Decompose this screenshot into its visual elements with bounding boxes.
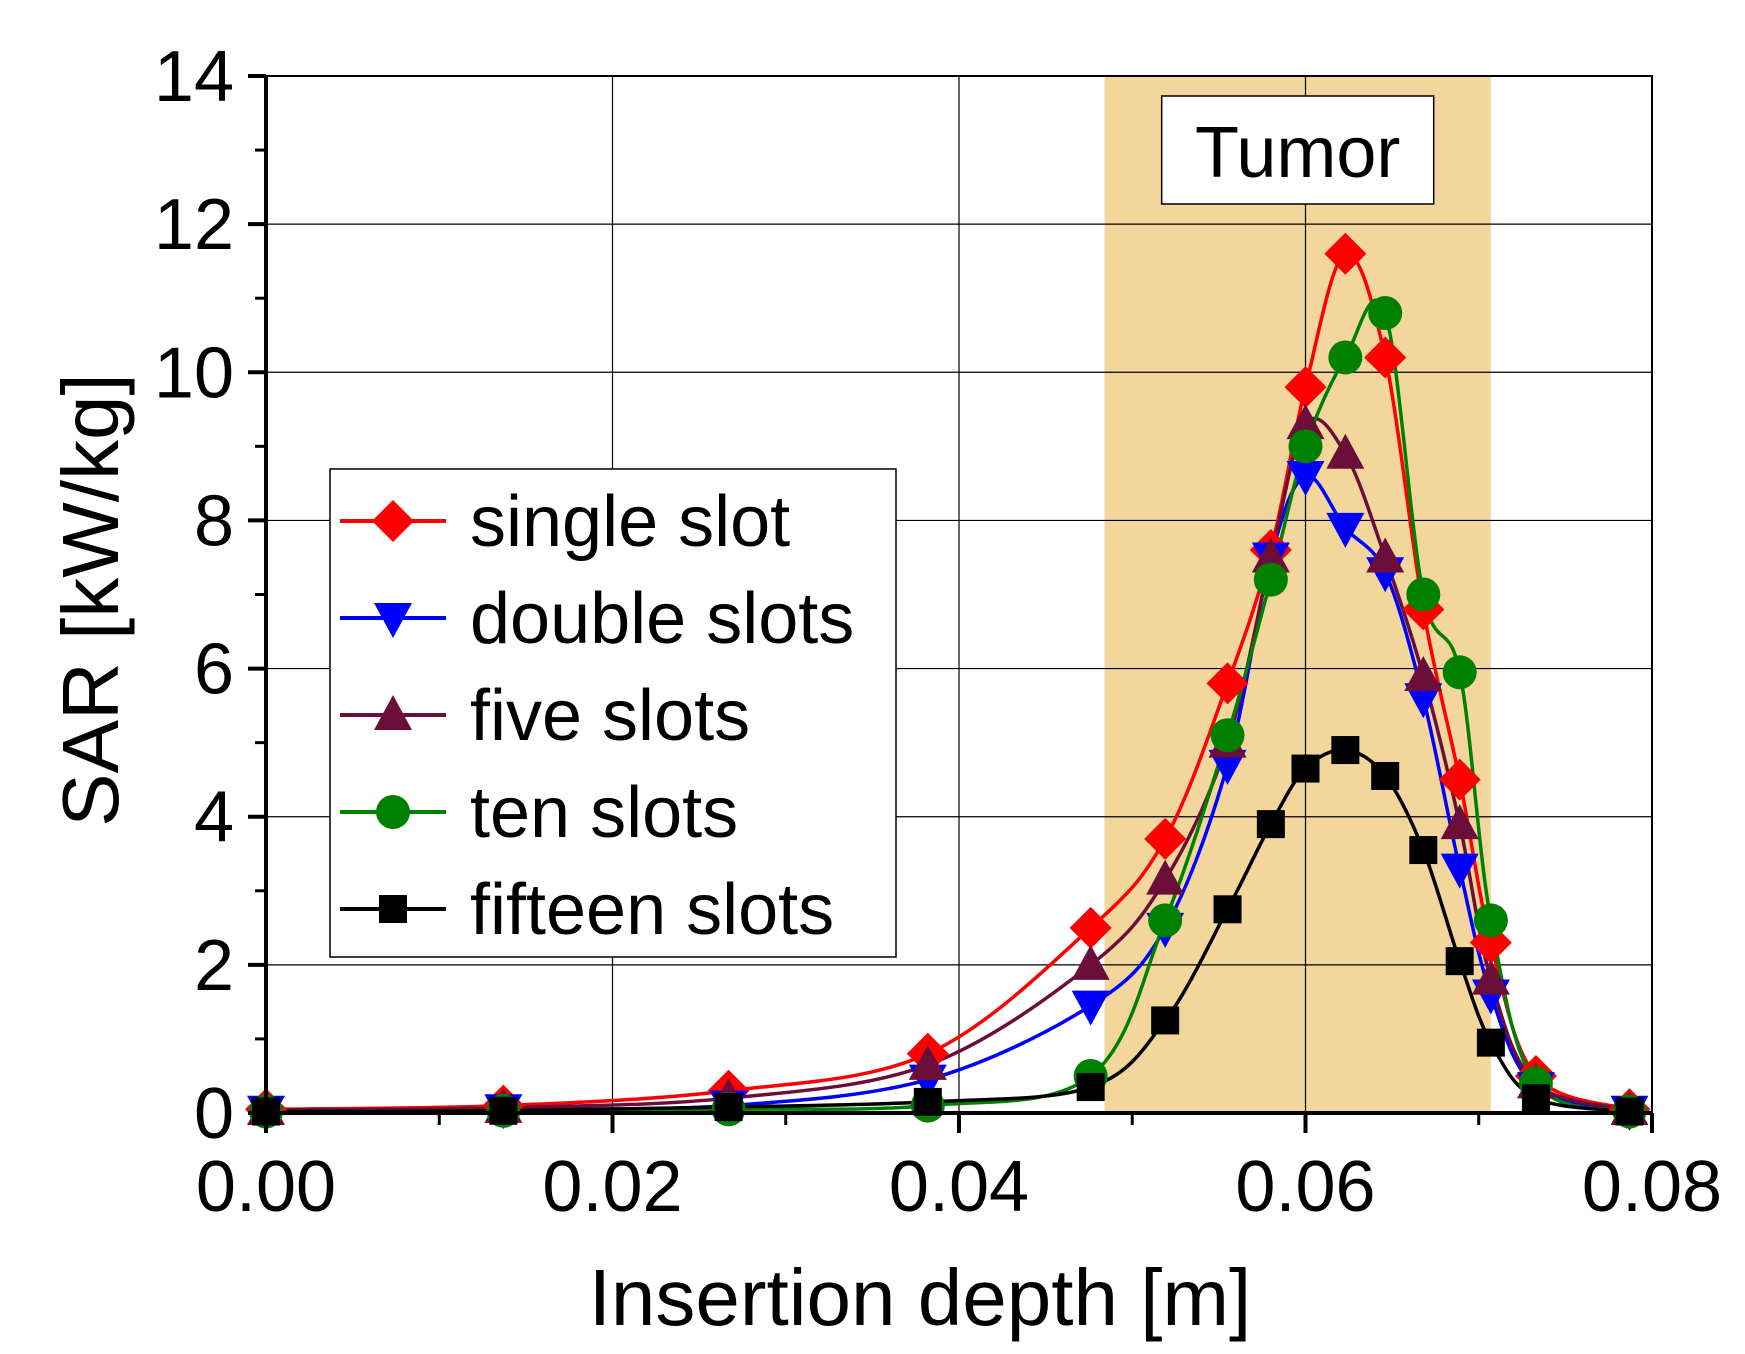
legend-label-ten-slots: ten slots bbox=[470, 773, 738, 853]
data-point-ten-slots bbox=[1328, 340, 1363, 375]
legend-label-double-slots: double slots bbox=[470, 579, 854, 659]
data-point-double-slots bbox=[1440, 853, 1479, 889]
x-axis-label: Insertion depth [m] bbox=[589, 1253, 1252, 1342]
data-point-double-slots bbox=[1326, 512, 1365, 548]
data-point-five-slots bbox=[1404, 655, 1443, 691]
annotation-layer: Tumor bbox=[1160, 95, 1435, 205]
y-tick-label: 0 bbox=[194, 1074, 234, 1154]
data-point-single-slot bbox=[1324, 232, 1367, 275]
data-point-ten-slots bbox=[1406, 577, 1441, 612]
data-point-fifteen-slots bbox=[1331, 736, 1360, 765]
data-point-ten-slots bbox=[1368, 296, 1403, 331]
data-point-fifteen-slots bbox=[1291, 754, 1320, 783]
y-tick-label: 12 bbox=[154, 185, 234, 265]
data-point-five-slots bbox=[1471, 959, 1510, 995]
data-point-five-slots bbox=[1251, 537, 1290, 573]
x-tick-label: 0.06 bbox=[1235, 1147, 1375, 1227]
data-point-fifteen-slots bbox=[489, 1096, 518, 1125]
data-point-double-slots bbox=[1404, 683, 1443, 719]
y-axis-label: SAR [kW/kg] bbox=[46, 373, 135, 826]
data-point-five-slots bbox=[1146, 859, 1185, 895]
data-point-ten-slots bbox=[1148, 903, 1183, 938]
legend-marker-single-slot bbox=[372, 500, 414, 542]
tumor-label: Tumor bbox=[1195, 113, 1400, 193]
data-point-double-slots bbox=[1071, 990, 1110, 1026]
data-point-fifteen-slots bbox=[1476, 1028, 1505, 1057]
data-point-five-slots bbox=[1366, 537, 1405, 573]
data-point-fifteen-slots bbox=[1521, 1084, 1550, 1113]
data-point-fifteen-slots bbox=[1371, 761, 1400, 790]
y-tick-label: 4 bbox=[194, 778, 234, 858]
data-point-double-slots bbox=[1286, 460, 1325, 496]
legend-marker-double-slots bbox=[374, 603, 412, 638]
y-tick-label: 8 bbox=[194, 481, 234, 561]
data-point-ten-slots bbox=[1288, 429, 1323, 464]
x-tick-label: 0.00 bbox=[196, 1147, 336, 1227]
legend-marker-ten-slots bbox=[376, 795, 410, 829]
data-point-fifteen-slots bbox=[714, 1093, 743, 1122]
data-point-single-slot bbox=[1438, 758, 1481, 801]
data-point-single-slot bbox=[1144, 817, 1187, 860]
data-point-five-slots bbox=[1440, 804, 1479, 840]
data-point-ten-slots bbox=[1210, 718, 1245, 753]
data-point-fifteen-slots bbox=[1076, 1073, 1105, 1102]
data-point-fifteen-slots bbox=[1445, 947, 1474, 976]
data-point-fifteen-slots bbox=[1409, 836, 1438, 865]
data-point-double-slots bbox=[1208, 749, 1247, 785]
y-tick-label: 2 bbox=[194, 926, 234, 1006]
tumor-label-box bbox=[1160, 95, 1435, 205]
legend-marker-five-slots bbox=[374, 695, 412, 730]
data-point-fifteen-slots bbox=[1256, 810, 1285, 839]
x-tick-label: 0.02 bbox=[542, 1147, 682, 1227]
data-point-five-slots bbox=[1286, 404, 1325, 440]
data-point-single-slot bbox=[1069, 906, 1112, 949]
data-point-five-slots bbox=[1326, 433, 1365, 469]
data-point-ten-slots bbox=[1253, 562, 1288, 597]
series-layer bbox=[245, 232, 1651, 1131]
legend-label-single-slot: single slot bbox=[470, 482, 790, 562]
data-point-single-slot bbox=[1364, 336, 1407, 379]
axes-layer: 0.00 0.02 0.04 0.06 0.08 0 2 4 6 8 10 12 14 bbox=[154, 37, 1722, 1227]
data-point-ten-slots bbox=[1473, 903, 1508, 938]
legend-label-fifteen-slots: fifteen slots bbox=[470, 870, 834, 950]
data-point-single-slot bbox=[1206, 662, 1249, 705]
data-point-fifteen-slots bbox=[1213, 895, 1242, 924]
y-tick-label: 10 bbox=[154, 333, 234, 413]
data-point-five-slots bbox=[1071, 944, 1110, 980]
x-tick-label: 0.08 bbox=[1582, 1147, 1722, 1227]
y-tick-label: 14 bbox=[154, 37, 234, 117]
y-tick-label: 6 bbox=[194, 630, 234, 710]
data-point-single-slot bbox=[1284, 366, 1327, 409]
legend-label-five-slots: five slots bbox=[470, 676, 750, 756]
x-tick-label: 0.04 bbox=[889, 1147, 1029, 1227]
data-point-ten-slots bbox=[1442, 655, 1477, 690]
legend-marker-fifteen-slots bbox=[379, 895, 407, 923]
data-point-fifteen-slots bbox=[1151, 1006, 1180, 1035]
legend: single slot double slots five slots ten slo… bbox=[329, 468, 897, 958]
data-point-five-slots bbox=[908, 1044, 947, 1080]
